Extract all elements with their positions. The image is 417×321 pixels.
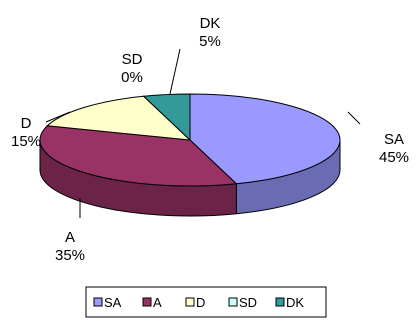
data-value-sd: 0% [121,69,143,86]
legend-swatch-sd [228,297,238,307]
pie-slice-sa [189,93,341,185]
leader-line-sa [347,111,361,125]
legend-frame [85,286,327,318]
legend-swatch-a [142,297,152,307]
data-value-sa: 45% [379,149,409,166]
data-value-a: 35% [55,247,85,264]
legend-label-sd: SD [239,295,257,310]
data-value-d: 15% [11,133,41,150]
legend-label-sa: SA [104,295,122,310]
leader-line-d [45,111,71,123]
legend-label-a: A [153,295,162,310]
data-label-d: D [21,115,32,132]
legend-swatch-dk [275,297,285,307]
leader-line-dk [169,48,181,95]
data-label-a: A [65,229,75,246]
data-label-sd: SD [122,51,143,68]
data-value-dk: 5% [199,33,221,50]
legend-label-dk: DK [286,295,304,310]
legend: SA A D SD DK [85,286,327,318]
pie-slices [39,93,341,187]
leader-lines [45,48,361,218]
legend-swatch-sa [93,297,103,307]
data-label-dk: DK [200,15,221,32]
pie-slice-dk [142,93,191,142]
legend-swatch-d [185,297,195,307]
legend-label-d: D [196,295,205,310]
pie-slice-d [46,95,192,141]
pie-slice-a [39,125,238,187]
data-label-sa: SA [384,131,404,148]
